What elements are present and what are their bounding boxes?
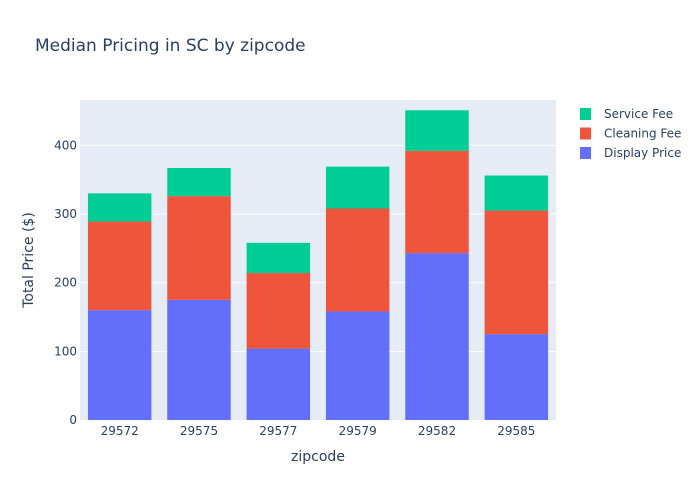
x-axis-ticks: 29572 29575 29577 29579 29582 29585 bbox=[101, 424, 536, 438]
plot-area bbox=[80, 100, 556, 420]
bar-segment bbox=[405, 150, 469, 254]
bar-segment bbox=[325, 166, 390, 209]
bar-segment bbox=[405, 110, 469, 151]
y-tick-label: 0 bbox=[69, 413, 77, 427]
x-tick-label: 29585 bbox=[497, 424, 535, 438]
y-tick-label: 400 bbox=[54, 138, 77, 152]
bar-segment bbox=[325, 208, 390, 312]
bar-segment bbox=[246, 348, 311, 420]
chart-title: Median Pricing in SC by zipcode bbox=[35, 36, 306, 56]
y-tick-label: 100 bbox=[54, 344, 77, 358]
bar-segment bbox=[167, 196, 231, 300]
bar-segment bbox=[87, 310, 152, 420]
bar-segment bbox=[325, 311, 390, 420]
y-axis-title: Total Price ($) bbox=[21, 212, 37, 309]
bar-segment bbox=[87, 221, 152, 311]
y-tick-label: 200 bbox=[54, 276, 77, 290]
y-axis-ticks: 0 100 200 300 400 bbox=[54, 138, 77, 427]
bar-segment bbox=[87, 193, 152, 222]
bar-segment bbox=[246, 273, 311, 349]
x-tick-label: 29572 bbox=[101, 424, 139, 438]
legend-label: Service Fee bbox=[604, 107, 673, 121]
bar-segment bbox=[246, 242, 311, 274]
bar-segment bbox=[484, 334, 549, 420]
bar-segment bbox=[167, 299, 231, 420]
legend-swatch bbox=[580, 108, 591, 120]
legend-label: Display Price bbox=[604, 146, 681, 160]
x-tick-label: 29575 bbox=[180, 424, 218, 438]
bar-segment bbox=[484, 175, 549, 211]
gridlines bbox=[80, 144, 556, 352]
legend-swatch bbox=[580, 147, 591, 159]
bar-segment bbox=[167, 167, 231, 197]
x-axis-title: zipcode bbox=[291, 449, 345, 465]
legend-swatch bbox=[580, 127, 591, 140]
x-tick-label: 29577 bbox=[259, 424, 297, 438]
legend-label: Cleaning Fee bbox=[604, 127, 681, 141]
bars-group bbox=[87, 110, 549, 420]
y-tick-label: 300 bbox=[54, 207, 77, 221]
bar-segment bbox=[484, 210, 549, 335]
legend: Service Fee Cleaning Fee Display Price bbox=[580, 107, 681, 160]
bar-segment bbox=[405, 253, 469, 420]
x-tick-label: 29582 bbox=[418, 424, 456, 438]
x-tick-label: 29579 bbox=[339, 424, 377, 438]
